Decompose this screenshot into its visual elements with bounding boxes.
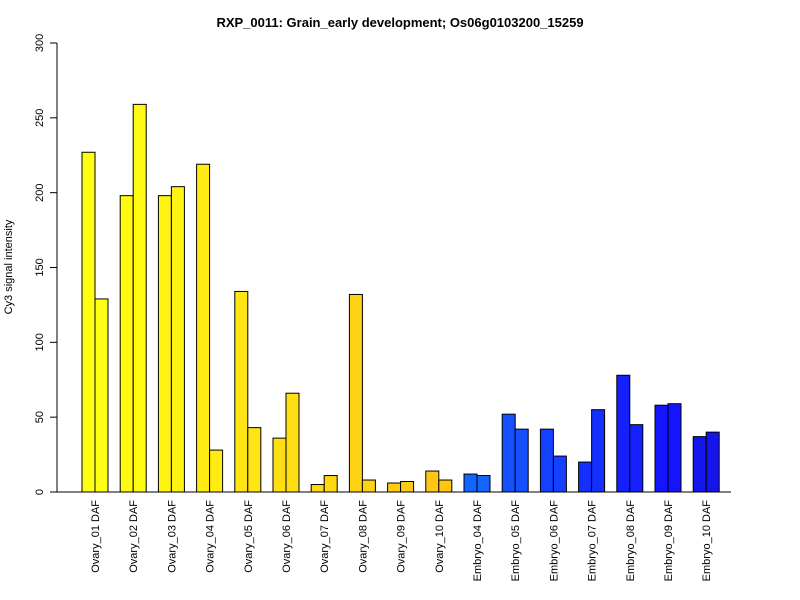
bar-embryo-05-daf-1 [501, 413, 516, 493]
x-tick-label: Ovary_08 DAF [357, 500, 369, 573]
bar-ovary-01-daf-1 [81, 151, 96, 493]
bar-embryo-06-daf-1 [539, 428, 554, 493]
x-tick-label: Embryo_07 DAF [587, 500, 599, 582]
bar-ovary-07-daf-2 [323, 475, 338, 493]
x-tick-label: Ovary_09 DAF [396, 500, 408, 573]
x-tick-label: Ovary_05 DAF [243, 500, 255, 573]
bar-ovary-04-daf-1 [196, 163, 211, 493]
bar-embryo-08-daf-1 [616, 374, 631, 493]
bar-embryo-10-daf-1 [692, 436, 707, 493]
bar-ovary-08-daf-1 [348, 293, 363, 493]
y-tick-label: 250 [34, 109, 46, 127]
bar-embryo-06-daf-2 [552, 455, 567, 493]
bar-embryo-08-daf-2 [629, 424, 644, 493]
y-tick-label: 200 [34, 183, 46, 201]
y-tick-label: 300 [34, 34, 46, 52]
y-tick-label: 100 [34, 333, 46, 351]
bar-ovary-10-daf-2 [438, 479, 453, 493]
x-tick-label: Embryo_09 DAF [663, 500, 675, 582]
bar-embryo-04-daf-1 [463, 473, 478, 493]
bar-ovary-05-daf-1 [234, 290, 249, 493]
bar-embryo-07-daf-2 [591, 409, 606, 493]
bar-ovary-08-daf-2 [361, 479, 376, 493]
x-tick-label: Ovary_10 DAF [434, 500, 446, 573]
x-tick-label: Ovary_02 DAF [128, 500, 140, 573]
bar-embryo-09-daf-1 [654, 404, 669, 493]
y-tick-label: 0 [34, 489, 46, 495]
bar-ovary-06-daf-1 [272, 437, 287, 493]
bar-ovary-02-daf-1 [119, 195, 134, 493]
bar-embryo-09-daf-2 [667, 403, 682, 493]
bar-embryo-04-daf-2 [476, 475, 491, 493]
y-axis: 0 50 100 150 200 250 300 [34, 34, 58, 495]
y-axis-label: Cy3 signal intensity [3, 219, 15, 314]
x-tick-label: Embryo_10 DAF [701, 500, 713, 582]
bar-ovary-04-daf-2 [209, 449, 224, 493]
bar-ovary-06-daf-2 [285, 392, 300, 493]
bar-ovary-07-daf-1 [310, 484, 325, 493]
bar-embryo-10-daf-2 [705, 431, 720, 493]
bar-ovary-09-daf-1 [387, 482, 402, 493]
bar-ovary-02-daf-2 [132, 103, 147, 493]
bar-ovary-03-daf-2 [170, 186, 185, 493]
chart-title: RXP_0011: Grain_early development; Os06g… [216, 15, 583, 30]
x-tick-label: Embryo_04 DAF [472, 500, 484, 582]
x-tick-label: Ovary_04 DAF [205, 500, 217, 573]
bar-ovary-03-daf-1 [157, 195, 172, 493]
y-tick-label: 150 [34, 258, 46, 276]
y-tick-label: 50 [34, 411, 46, 423]
x-tick-label: Ovary_07 DAF [319, 500, 331, 573]
x-tick-label: Embryo_06 DAF [548, 500, 560, 582]
bar-ovary-09-daf-2 [400, 481, 415, 493]
bar-ovary-01-daf-2 [94, 298, 109, 493]
x-tick-label: Ovary_01 DAF [90, 500, 102, 573]
x-tick-label: Ovary_03 DAF [166, 500, 178, 573]
x-tick-label: Embryo_05 DAF [510, 500, 522, 582]
bar-ovary-10-daf-1 [425, 470, 440, 493]
bar-embryo-07-daf-1 [578, 461, 593, 493]
x-tick-label: Ovary_06 DAF [281, 500, 293, 573]
bar-embryo-05-daf-2 [514, 428, 529, 493]
bar-ovary-05-daf-2 [247, 427, 262, 493]
bars-group [81, 103, 720, 493]
x-axis: Ovary_01 DAF Ovary_02 DAF Ovary_03 DAF Ovar… [57, 491, 731, 582]
x-tick-label: Embryo_08 DAF [625, 500, 637, 582]
